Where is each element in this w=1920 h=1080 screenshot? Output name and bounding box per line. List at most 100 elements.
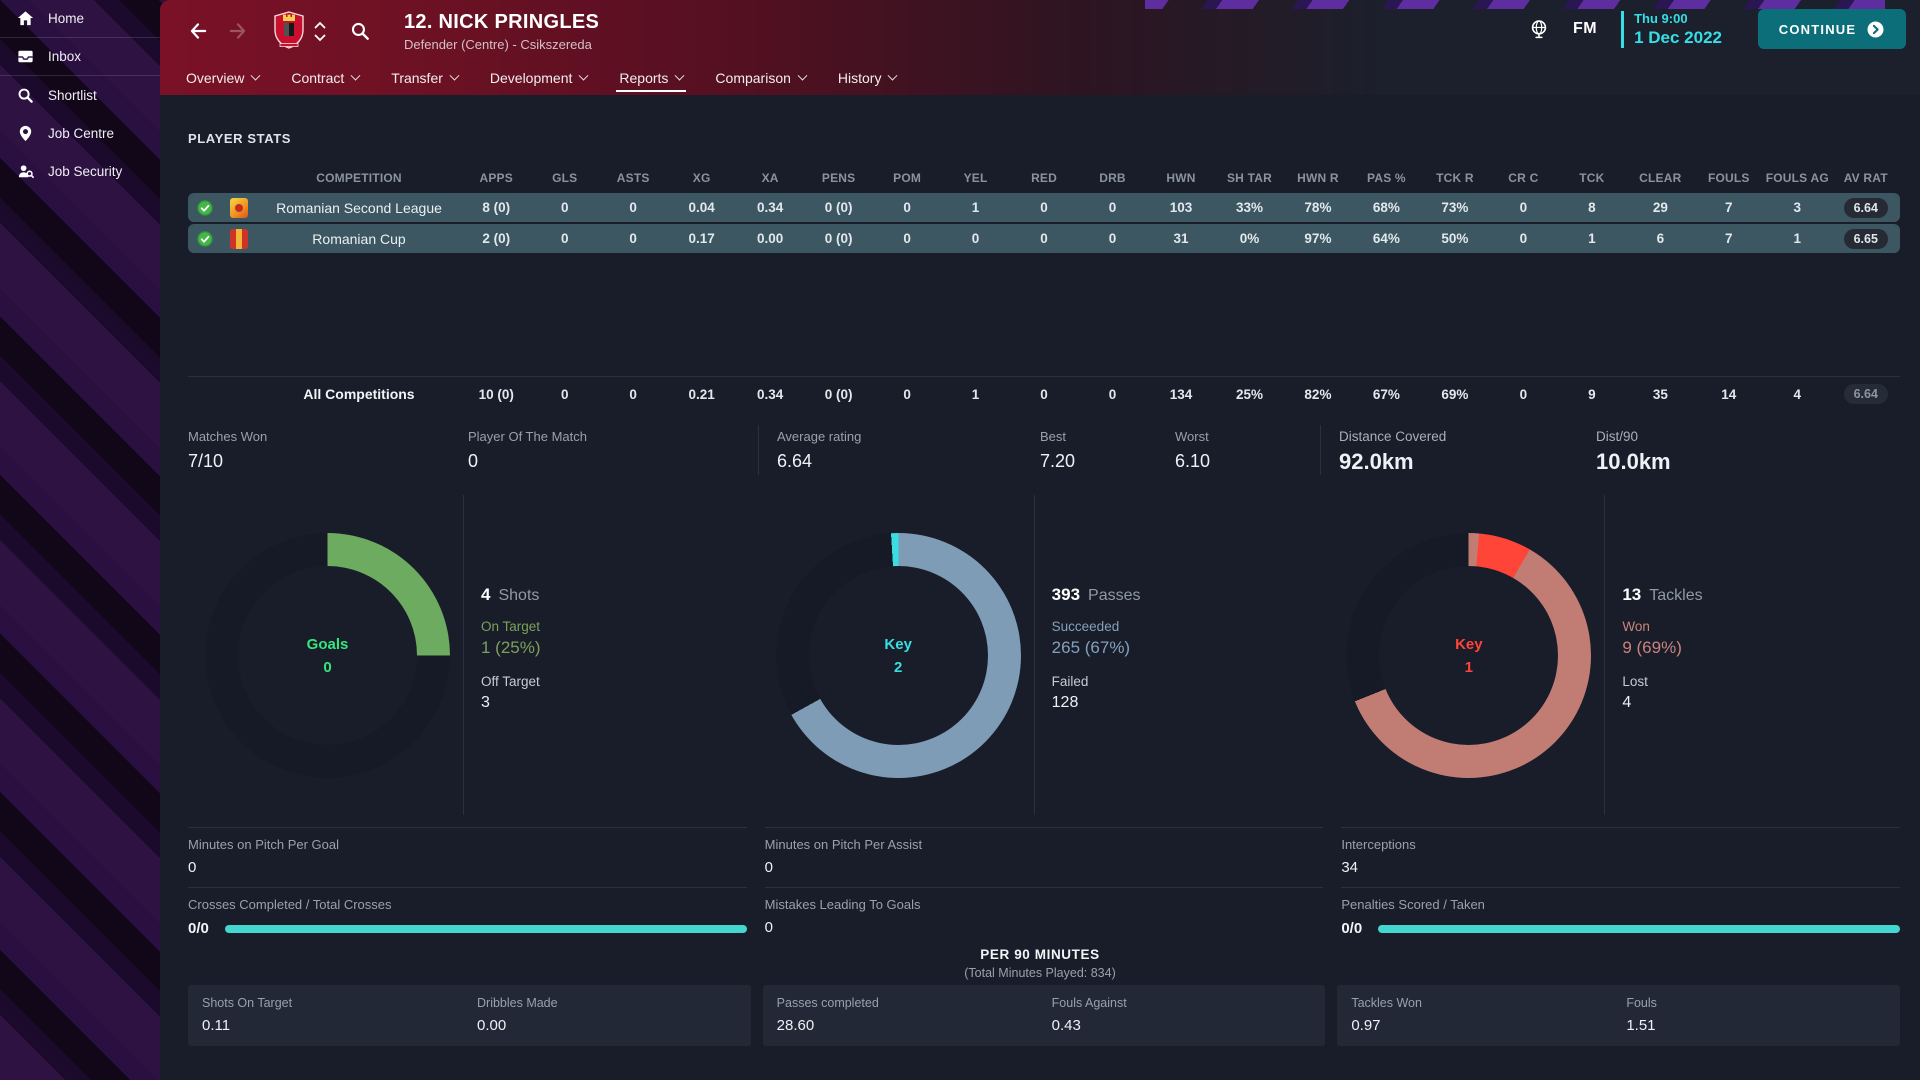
chart-total-label: Tackles bbox=[1649, 587, 1703, 604]
column-header-clear[interactable]: CLEAR bbox=[1639, 171, 1682, 185]
datetime: Thu 9:00 1 Dec 2022 bbox=[1621, 10, 1722, 48]
detail-value: 0 bbox=[764, 859, 773, 876]
detail-stat-crosses-completed-total-crosses: Crosses Completed / Total Crosses 0/0 bbox=[188, 887, 747, 948]
summary-dist-90: Dist/90 10.0km bbox=[1596, 425, 1900, 475]
column-header-asts[interactable]: ASTS bbox=[616, 171, 650, 185]
sidebar-item-job-centre[interactable]: Job Centre bbox=[0, 114, 160, 152]
column-header-tck[interactable]: TCK bbox=[1579, 171, 1605, 185]
column-header-tck-r[interactable]: TCK R bbox=[1436, 171, 1474, 185]
average-rating-badge: 6.64 bbox=[1843, 197, 1888, 218]
forward-icon[interactable] bbox=[226, 19, 250, 43]
tab-transfer[interactable]: Transfer bbox=[391, 61, 460, 95]
sidebar-item-inbox[interactable]: Inbox bbox=[0, 38, 160, 76]
column-header-fouls-ag[interactable]: FOULS AG bbox=[1765, 171, 1829, 185]
table-row[interactable]: Romanian Second League 8 (0) 0 0 0.04 0.34 0 (… bbox=[188, 193, 1900, 222]
stat-value: 69% bbox=[1441, 386, 1469, 402]
donut-ring-key-passes: Key 2 bbox=[775, 533, 1021, 778]
column-header-pas[interactable]: PAS % bbox=[1367, 171, 1406, 185]
club-badge-icon[interactable] bbox=[272, 10, 306, 52]
world-icon[interactable] bbox=[1527, 17, 1551, 41]
tab-development[interactable]: Development bbox=[490, 61, 589, 95]
column-header-xa[interactable]: XA bbox=[761, 171, 779, 185]
stat-value: 0 bbox=[903, 200, 911, 215]
tab-history[interactable]: History bbox=[838, 61, 898, 95]
stat-value: 7 bbox=[1725, 231, 1733, 246]
column-header-av-rat[interactable]: AV RAT bbox=[1843, 171, 1888, 185]
divider bbox=[1604, 495, 1606, 815]
average-rating-badge: 6.65 bbox=[1843, 228, 1888, 249]
stat-value: 0 bbox=[560, 386, 569, 402]
stat-value: 0 bbox=[1040, 200, 1048, 215]
job-security-icon bbox=[16, 162, 35, 181]
main-window: 12. NICK PRINGLES Defender (Centre) - Cs… bbox=[160, 0, 1920, 1080]
chart-total-value: 4 bbox=[481, 585, 491, 604]
column-header-hwn-r[interactable]: HWN R bbox=[1297, 171, 1339, 185]
chevron-down-icon bbox=[888, 70, 898, 81]
column-header-sh-tar[interactable]: SH TAR bbox=[1226, 171, 1272, 185]
column-header-competition[interactable]: COMPETITION bbox=[316, 171, 402, 185]
column-header-red[interactable]: RED bbox=[1031, 171, 1057, 185]
sidebar-item-label: Shortlist bbox=[48, 87, 97, 103]
stat-value: 3 bbox=[1793, 200, 1802, 215]
stat-value: 0 bbox=[629, 200, 637, 215]
stat-value: 0.21 bbox=[688, 386, 715, 402]
column-header-apps[interactable]: APPS bbox=[479, 171, 513, 185]
stat-value: 1 bbox=[971, 200, 980, 215]
per90-stat-fouls: Fouls 1.51 bbox=[1626, 996, 1886, 1035]
table-total-row[interactable]: All Competitions 10 (0) 0 0 0.21 0.34 0 (0) 0 1 0… bbox=[188, 379, 1900, 409]
per90-stat-value: 1.51 bbox=[1626, 1017, 1656, 1034]
chevron-up-icon bbox=[314, 21, 326, 28]
detail-label: Crosses Completed / Total Crosses bbox=[188, 897, 392, 912]
search-icon[interactable] bbox=[348, 19, 372, 43]
tab-comparison[interactable]: Comparison bbox=[715, 61, 808, 95]
chart-total-value: 13 bbox=[1622, 585, 1642, 604]
summary-value: 10.0km bbox=[1596, 449, 1671, 474]
per90-stat-tackles-won: Tackles Won 0.97 bbox=[1351, 996, 1626, 1035]
per90-stat-value: 0.97 bbox=[1351, 1017, 1381, 1034]
game-time: Thu 9:00 bbox=[1634, 10, 1688, 26]
stat-value: 0 bbox=[1519, 386, 1528, 402]
column-header-cr-c[interactable]: CR C bbox=[1508, 171, 1539, 185]
table-body: Romanian Second League 8 (0) 0 0 0.04 0.34 0 (… bbox=[188, 193, 1900, 255]
stat-value: 78% bbox=[1304, 200, 1332, 215]
donut-center-label: Key bbox=[884, 635, 912, 653]
tab-overview[interactable]: Overview bbox=[186, 61, 261, 95]
table-header: COMPETITION APPS GLS ASTS XG XA PENS POM YEL RED D… bbox=[188, 165, 1900, 191]
sidebar-item-job-security[interactable]: Job Security bbox=[0, 152, 160, 190]
fm-logo[interactable]: FM bbox=[1572, 20, 1598, 37]
chart-other-value: 3 bbox=[481, 694, 490, 711]
donut-center-label: Key bbox=[1455, 635, 1483, 653]
sidebar-item-label: Inbox bbox=[48, 49, 82, 64]
column-header-gls[interactable]: GLS bbox=[552, 171, 578, 185]
sidebar-item-home[interactable]: Home bbox=[0, 0, 160, 38]
column-header-pom[interactable]: POM bbox=[893, 171, 922, 185]
chevron-down-icon bbox=[449, 70, 460, 81]
detail-label: Mistakes Leading To Goals bbox=[764, 897, 921, 912]
column-header-pens[interactable]: PENS bbox=[821, 171, 856, 185]
job-centre-icon bbox=[16, 124, 35, 143]
table-row[interactable]: Romanian Cup 2 (0) 0 0 0.17 0.00 0 (0) 0 0 0 0 31 0%… bbox=[188, 224, 1900, 253]
donut-chart-key-passes: Key 2 393 Passes Succeeded 265 (67%) Failed 128 bbox=[759, 495, 1330, 815]
back-icon[interactable] bbox=[186, 19, 210, 43]
summary-label: Average rating bbox=[777, 429, 862, 444]
tab-reports[interactable]: Reports bbox=[616, 61, 687, 95]
sidebar-item-shortlist[interactable]: Shortlist bbox=[0, 76, 160, 114]
chart-other-value: 128 bbox=[1051, 694, 1079, 711]
chart-highlight-label: On Target bbox=[481, 619, 541, 634]
summary-average-rating: Average rating 6.64 bbox=[758, 425, 1040, 475]
tab-bar: Overview Contract Transfer Development Repor… bbox=[186, 61, 898, 95]
progress-bar bbox=[1378, 924, 1900, 933]
column-header-fouls[interactable]: FOULS bbox=[1707, 171, 1750, 185]
per90-stat-dribbles-made: Dribbles Made 0.00 bbox=[477, 996, 737, 1035]
column-header-hwn[interactable]: HWN bbox=[1166, 171, 1196, 185]
stat-value: 0 bbox=[1108, 231, 1117, 246]
column-header-xg[interactable]: XG bbox=[692, 171, 711, 185]
column-header-drb[interactable]: DRB bbox=[1099, 171, 1126, 185]
continue-chevron-icon bbox=[1866, 20, 1885, 39]
continue-button[interactable]: CONTINUE bbox=[1758, 9, 1906, 49]
donut-ring-goals: Goals 0 bbox=[205, 533, 450, 778]
column-header-yel[interactable]: YEL bbox=[963, 171, 988, 185]
average-rating-badge: 6.64 bbox=[1843, 384, 1888, 404]
club-switch-chevrons[interactable] bbox=[314, 21, 326, 42]
tab-contract[interactable]: Contract bbox=[291, 61, 361, 95]
